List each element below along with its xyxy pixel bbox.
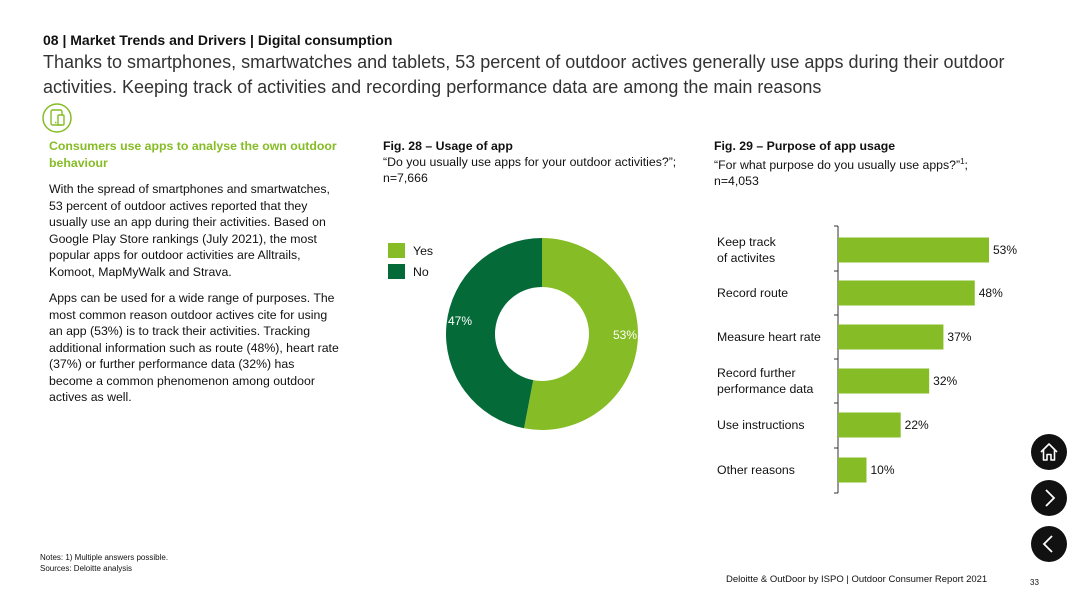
legend-swatch-no xyxy=(388,264,405,279)
donut-slice-yes xyxy=(524,238,638,430)
donut-legend: Yes No xyxy=(388,240,433,282)
legend-label-no: No xyxy=(413,264,429,279)
legend-swatch-yes xyxy=(388,243,405,258)
bar-value-label: 48% xyxy=(979,286,1003,300)
intro-paragraph-2: Apps can be used for a wide range of pur… xyxy=(49,291,339,404)
bar-category-label: Use instructions xyxy=(717,418,804,432)
bar xyxy=(838,237,989,263)
fig29-header: Fig. 29 – Purpose of app usage “For what… xyxy=(714,138,1014,189)
legend-label-yes: Yes xyxy=(413,243,434,258)
bar-category-label: Keep track of activites xyxy=(717,235,777,265)
bar-category-label: Record route xyxy=(717,286,788,300)
fig28-title: Fig. 28 – Usage of app xyxy=(383,139,513,153)
bar-category-label: Measure heart rate xyxy=(717,330,821,344)
intro-paragraph-1: With the spread of smartphones and smart… xyxy=(49,182,330,279)
section-title: 08 | Market Trends and Drivers | Digital… xyxy=(43,32,393,48)
bar-category-label: Record further performance data xyxy=(717,366,814,396)
donut-slice-no xyxy=(445,238,542,429)
intro-highlight: Consumers use apps to analyse the own ou… xyxy=(49,139,337,170)
bar xyxy=(838,368,930,394)
chevron-right-icon xyxy=(1045,489,1056,507)
fig29-question-end: ; xyxy=(964,158,968,173)
fig29-sample: n=4,053 xyxy=(714,174,759,189)
next-page-button[interactable] xyxy=(1031,480,1067,516)
donut-label-no: 47% xyxy=(448,314,472,328)
previous-page-button[interactable] xyxy=(1031,526,1067,562)
bar xyxy=(838,412,901,438)
sources-line: Sources: Deloitte analysis xyxy=(40,564,133,573)
bar-value-label: 10% xyxy=(870,463,894,477)
fig29-footnote-mark: 1 xyxy=(960,157,965,166)
bar-value-label: 22% xyxy=(905,418,929,432)
fig28-question: “Do you usually use apps for your outdoo… xyxy=(383,155,677,169)
notes-line: Notes: 1) Multiple answers possible. xyxy=(40,553,169,562)
bar-category-label: Other reasons xyxy=(717,463,795,477)
bar-value-label: 53% xyxy=(993,243,1017,257)
legend-item-no: No xyxy=(388,261,433,282)
fig29-title: Fig. 29 – Purpose of app usage xyxy=(714,139,896,153)
footer-text: Deloitte & OutDoor by ISPO | Outdoor Con… xyxy=(726,574,988,585)
chevron-left-icon xyxy=(1042,535,1053,553)
notes: Notes: 1) Multiple answers possible. Sou… xyxy=(40,552,168,574)
bar-chart: 53% Keep track of activites 48% Record route… xyxy=(717,225,1017,494)
fig29-question: “For what purpose do you usually use app… xyxy=(714,158,961,173)
donut-label-yes: 53% xyxy=(613,328,637,342)
page-number: 33 xyxy=(1030,578,1039,587)
fig29-question-line: “For what purpose do you usually use app… xyxy=(714,154,1014,173)
fig28-header: Fig. 28 – Usage of app “Do you usually u… xyxy=(383,138,703,186)
devices-icon xyxy=(42,103,72,133)
headline: Thanks to smartphones, smartwatches and … xyxy=(43,52,1005,97)
home-icon xyxy=(1040,443,1058,461)
bar xyxy=(838,457,867,483)
bar xyxy=(838,280,975,306)
bar-value-label: 32% xyxy=(933,374,957,388)
home-button[interactable] xyxy=(1031,434,1067,470)
legend-item-yes: Yes xyxy=(388,240,433,261)
bar-value-label: 37% xyxy=(947,330,971,344)
fig28-sample: n=7,666 xyxy=(383,171,428,185)
intro-text: Consumers use apps to analyse the own ou… xyxy=(49,138,339,416)
donut-chart: 53% 47% xyxy=(445,238,638,430)
bar xyxy=(838,324,944,350)
